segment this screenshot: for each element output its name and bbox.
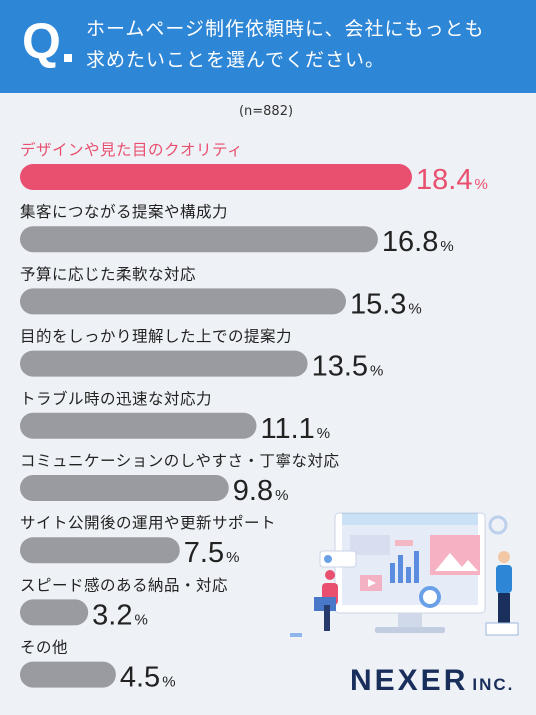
value-label: 9.8%	[233, 475, 289, 507]
question-header: Q ホームページ制作依頼時に、会社にもっとも 求めたいことを選んでください。	[0, 0, 536, 93]
bar-chart: (n=882) デザインや見た目のクオリティ 18.4 % 集客につながる提案や構成力…	[20, 104, 488, 694]
value-label: 13.5%	[312, 351, 384, 383]
bar	[20, 537, 180, 564]
website-illustration	[290, 512, 519, 637]
category-label: スピード感のある納品・対応	[20, 576, 228, 594]
category-label: コミュニケーションのしやすさ・丁寧な対応	[20, 452, 340, 470]
mountain-icon	[435, 553, 478, 571]
play-icon	[368, 579, 376, 587]
pie-icon	[419, 586, 441, 608]
bar	[20, 226, 378, 253]
question-line-2: 求めたいことを選んでください。	[86, 49, 386, 71]
value-label: 3.2%	[92, 599, 148, 631]
category-label: その他	[20, 639, 68, 657]
company-name: NEXER	[350, 664, 469, 697]
bar	[20, 412, 257, 439]
step-stool	[485, 622, 519, 636]
bar	[20, 475, 229, 501]
sample-size-note: (n=882)	[239, 104, 293, 119]
person-head-icon	[325, 570, 335, 580]
person-head-icon	[498, 551, 510, 563]
monitor-neck	[398, 613, 422, 627]
person-legs	[498, 593, 510, 625]
question-text: ホームページ制作依頼時に、会社にもっとも 求めたいことを選んでください。	[86, 14, 526, 76]
question-line-1: ホームページ制作依頼時に、会社にもっとも	[86, 18, 485, 40]
company-suffix: INC.	[472, 675, 515, 694]
question-mark: Q	[22, 13, 61, 69]
question-mark-dot	[64, 54, 72, 62]
company-logo: NEXER INC.	[350, 664, 514, 698]
value-label: 11.1%	[260, 413, 330, 445]
category-label: 予算に応じた柔軟な対応	[20, 264, 196, 283]
value-label: 15.3%	[350, 288, 422, 320]
content-block	[350, 535, 390, 555]
graph-bar-icon	[406, 567, 411, 583]
profile-avatar-icon	[324, 555, 332, 563]
laptop-icon	[314, 597, 336, 611]
value-label: 16.8%	[382, 226, 454, 258]
category-label: デザインや見た目のクオリティ	[20, 140, 243, 159]
bar	[20, 164, 412, 190]
graph-bar-icon	[414, 551, 419, 583]
category-label: トラブル時の迅速な対応力	[20, 389, 212, 408]
category-label: 目的をしっかり理解した上での提案力	[20, 328, 292, 346]
profile-card	[319, 550, 357, 568]
value-label: 7.5%	[184, 537, 240, 569]
graph-bar-icon	[398, 555, 403, 583]
bar	[20, 350, 308, 377]
value-label: 4.5%	[120, 662, 176, 694]
person-body	[496, 565, 512, 593]
monitor-stand	[375, 627, 445, 633]
graph-bar-icon	[390, 563, 395, 583]
browser-bar	[342, 513, 478, 525]
person-legs	[324, 605, 330, 631]
category-label: 集客につながる提案や構成力	[20, 203, 228, 221]
gear-icon	[488, 515, 508, 535]
header-block	[395, 540, 413, 546]
category-label: サイト公開後の運用や更新サポート	[20, 514, 276, 532]
bar	[20, 661, 116, 688]
bar	[20, 288, 346, 315]
decor-line	[290, 633, 302, 637]
bar-group: デザインや見た目のクオリティ 18.4 % 集客につながる提案や構成力 16.8 % 予算に…	[20, 140, 488, 694]
bar	[20, 599, 89, 626]
value-label: 18.4%	[416, 164, 488, 196]
